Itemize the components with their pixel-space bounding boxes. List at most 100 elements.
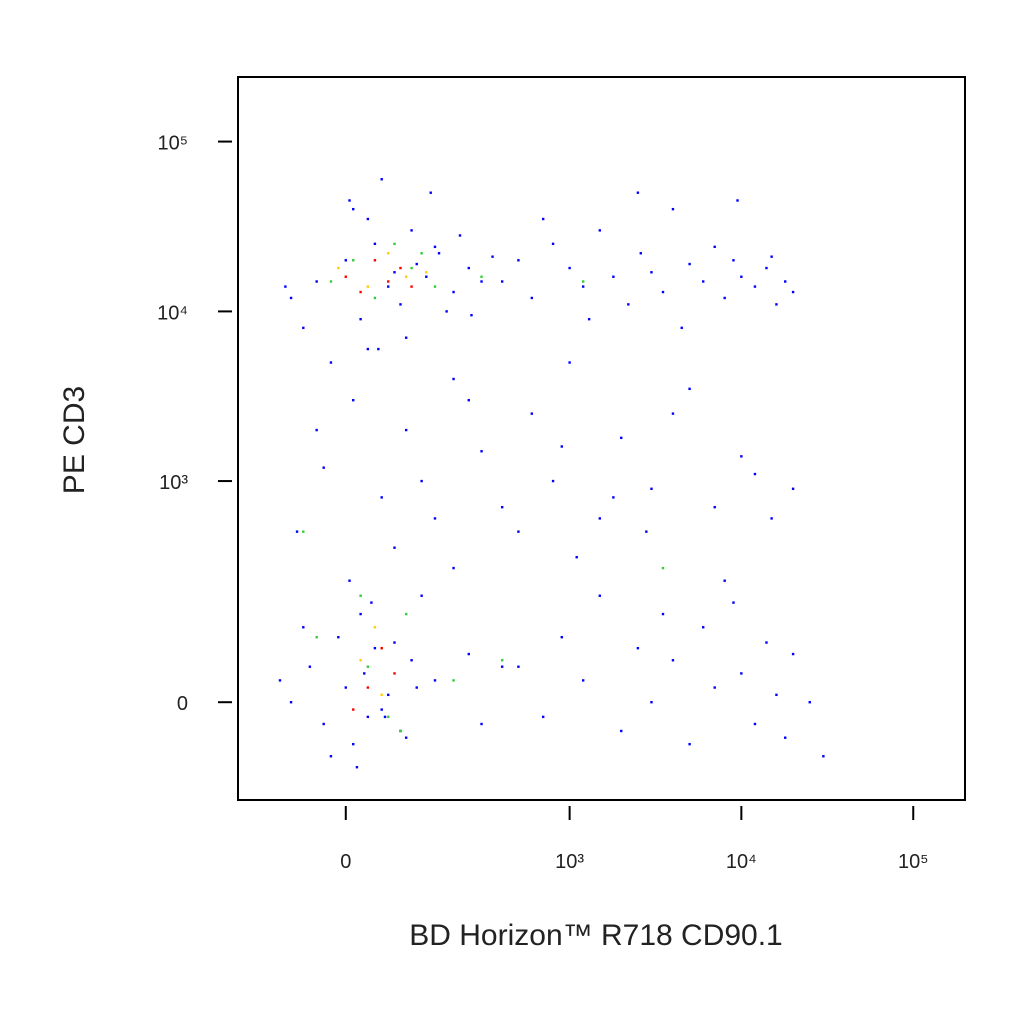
point: [387, 693, 390, 697]
point: [363, 672, 366, 675]
point: [420, 479, 423, 483]
point: [452, 566, 455, 570]
point: [541, 217, 545, 221]
point: [425, 271, 428, 274]
point: [366, 217, 370, 221]
point: [650, 487, 653, 490]
point: [702, 280, 705, 283]
point: [680, 326, 683, 330]
point: [373, 242, 377, 246]
point: [480, 280, 483, 283]
point: [688, 262, 691, 266]
point: [329, 755, 333, 758]
point: [541, 715, 545, 719]
point: [404, 336, 408, 339]
point: [671, 659, 675, 662]
point: [420, 594, 423, 597]
point: [359, 317, 362, 321]
point: [581, 285, 585, 288]
point: [740, 275, 743, 278]
point: [467, 398, 470, 402]
point: [598, 517, 601, 520]
point: [500, 280, 504, 283]
point: [551, 242, 555, 246]
point: [393, 546, 396, 549]
point: [480, 275, 483, 278]
point: [377, 347, 380, 351]
point: [753, 722, 757, 726]
point: [429, 191, 432, 194]
point: [348, 199, 351, 202]
point: [770, 517, 773, 520]
point: [410, 229, 413, 232]
point: [445, 310, 448, 313]
point: [359, 594, 362, 597]
point: [612, 496, 615, 499]
point: [671, 412, 675, 415]
point: [433, 245, 437, 249]
y-tick-label: 0: [177, 693, 188, 715]
point: [433, 285, 437, 288]
point: [399, 729, 402, 733]
point: [791, 290, 795, 294]
point: [410, 659, 413, 662]
point: [433, 679, 437, 682]
point: [380, 496, 383, 499]
point: [420, 252, 423, 255]
point: [723, 296, 726, 300]
point: [491, 255, 494, 258]
point: [399, 266, 402, 270]
point: [393, 271, 396, 274]
point: [352, 708, 355, 711]
point: [551, 479, 555, 483]
point: [373, 646, 377, 650]
point: [645, 530, 648, 533]
point: [404, 275, 408, 278]
y-tick-label: 10⁵: [157, 133, 188, 155]
point: [740, 455, 743, 458]
point: [415, 686, 418, 689]
point: [517, 665, 520, 668]
point: [560, 445, 563, 448]
point: [337, 635, 340, 639]
point: [702, 626, 705, 629]
point: [467, 652, 470, 656]
x-tick-label: 10⁵: [898, 851, 929, 873]
x-tick-label: 10⁴: [726, 851, 757, 873]
point: [352, 742, 355, 746]
point: [393, 242, 396, 246]
point: [393, 641, 396, 644]
point: [383, 715, 387, 719]
point: [308, 665, 312, 668]
point: [713, 505, 716, 509]
point: [302, 530, 305, 533]
point: [650, 271, 653, 274]
point: [581, 679, 585, 682]
point: [352, 259, 355, 262]
point: [775, 303, 778, 306]
point: [740, 672, 743, 675]
point: [480, 722, 483, 726]
point: [355, 766, 359, 769]
point: [387, 280, 390, 283]
point: [404, 428, 408, 432]
point: [568, 266, 571, 270]
point: [452, 679, 455, 682]
point: [688, 742, 691, 746]
point: [329, 361, 333, 364]
point: [359, 659, 362, 662]
point: [587, 317, 591, 321]
point: [753, 472, 757, 476]
point: [612, 275, 615, 278]
point: [480, 450, 483, 453]
point: [639, 252, 643, 255]
point: [387, 285, 390, 288]
point: [784, 736, 787, 739]
point: [404, 612, 408, 616]
point: [560, 635, 563, 639]
point: [315, 428, 318, 432]
point: [620, 729, 623, 733]
point: [366, 347, 370, 351]
point: [661, 290, 665, 294]
